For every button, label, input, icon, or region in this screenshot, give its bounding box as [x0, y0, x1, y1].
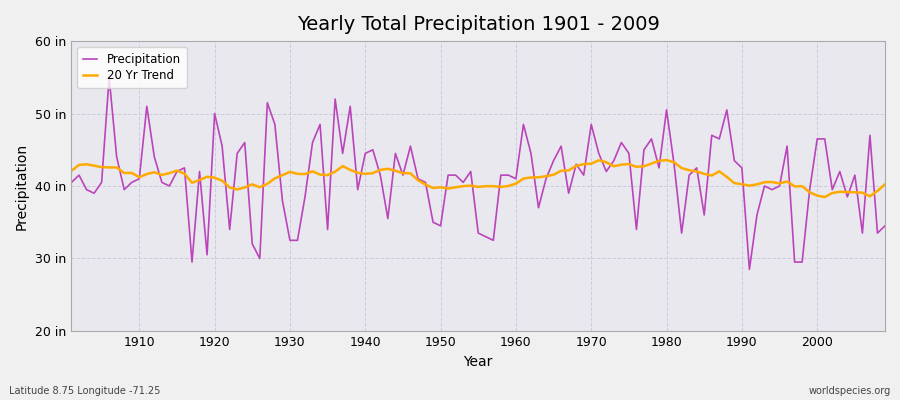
Legend: Precipitation, 20 Yr Trend: Precipitation, 20 Yr Trend	[77, 47, 187, 88]
Precipitation	[104, 75, 114, 80]
20 Yr Trend	[338, 164, 348, 168]
Precipitation	[518, 122, 529, 127]
Precipitation	[744, 267, 755, 272]
Precipitation	[510, 176, 521, 181]
20 Yr Trend	[126, 170, 137, 175]
Title: Yearly Total Precipitation 1901 - 2009: Yearly Total Precipitation 1901 - 2009	[297, 15, 660, 34]
Y-axis label: Precipitation: Precipitation	[15, 142, 29, 230]
Precipitation	[608, 158, 619, 163]
Precipitation	[66, 180, 77, 185]
20 Yr Trend	[292, 172, 303, 176]
Text: Latitude 8.75 Longitude -71.25: Latitude 8.75 Longitude -71.25	[9, 386, 160, 396]
Precipitation	[300, 194, 310, 199]
20 Yr Trend	[662, 158, 672, 162]
Line: 20 Yr Trend: 20 Yr Trend	[71, 160, 885, 197]
Text: worldspecies.org: worldspecies.org	[809, 386, 891, 396]
Precipitation	[345, 104, 356, 109]
Line: Precipitation: Precipitation	[71, 77, 885, 269]
20 Yr Trend	[819, 195, 830, 200]
20 Yr Trend	[879, 182, 890, 187]
20 Yr Trend	[66, 168, 77, 173]
20 Yr Trend	[503, 184, 514, 188]
Precipitation	[879, 224, 890, 228]
20 Yr Trend	[601, 160, 612, 165]
X-axis label: Year: Year	[464, 355, 493, 369]
20 Yr Trend	[510, 181, 521, 186]
Precipitation	[134, 176, 145, 181]
